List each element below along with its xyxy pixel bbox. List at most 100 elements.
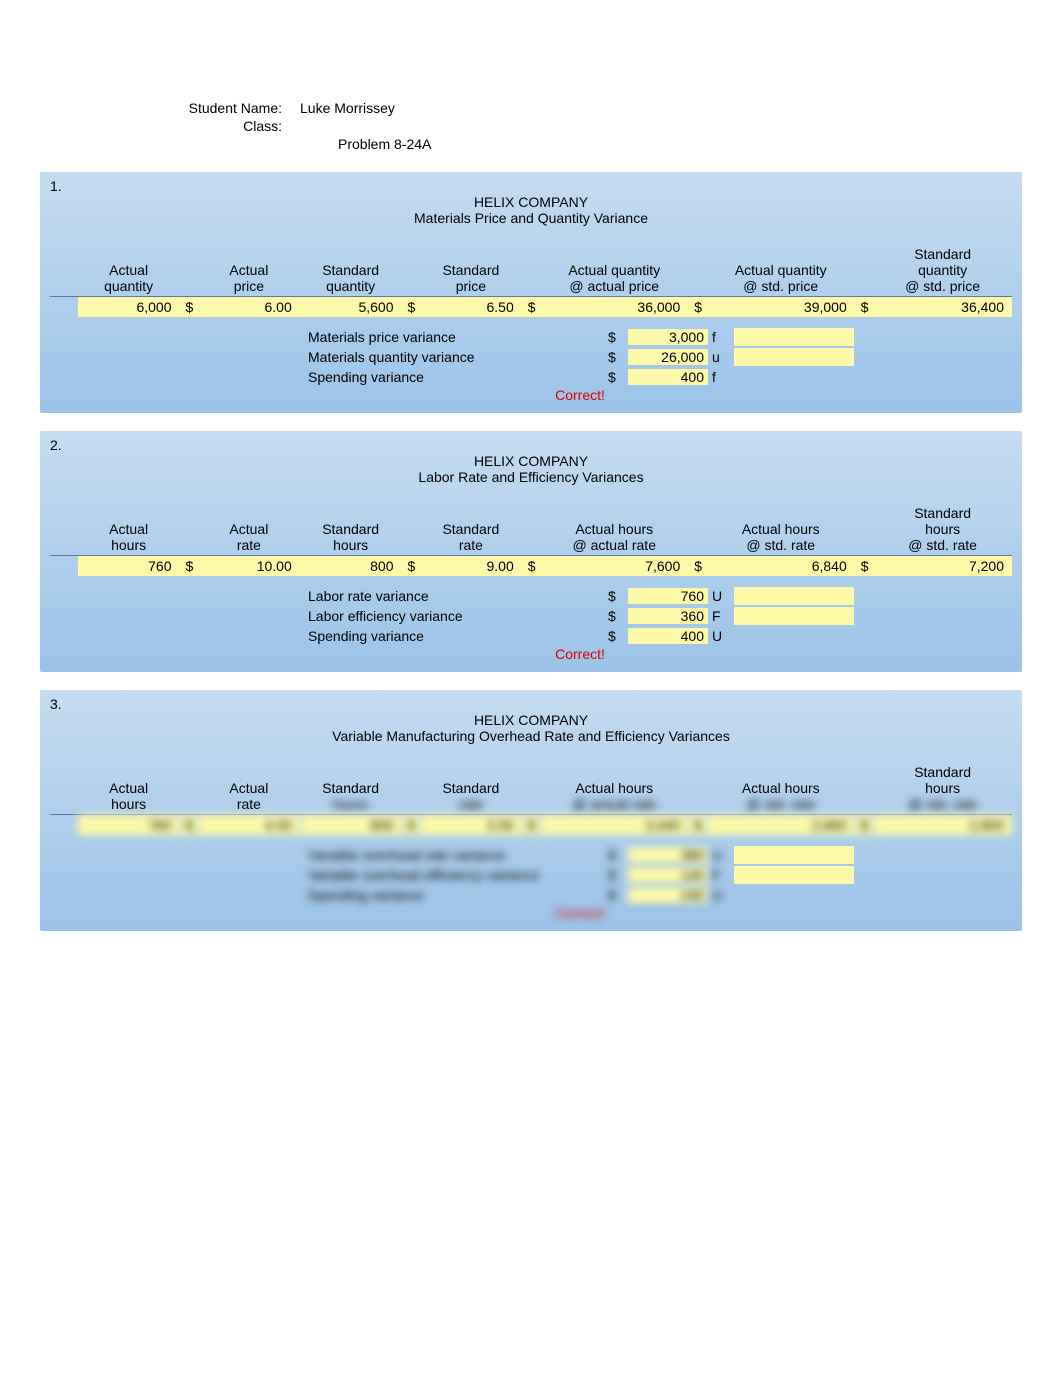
cell: 800 <box>300 815 402 836</box>
col-header: Actual hours <box>540 762 688 796</box>
cell: 3.50 <box>420 815 522 836</box>
cell: $ <box>688 815 707 836</box>
cell: $ <box>180 815 199 836</box>
correct-text: Correct! <box>510 646 650 662</box>
col-header: Standard <box>300 503 402 537</box>
col-header: @ actual rate <box>540 796 688 815</box>
company-title: HELIX COMPANY <box>50 712 1012 728</box>
col-header: Actual <box>198 762 300 796</box>
section-labor: 2. HELIX COMPANY Labor Rate and Efficien… <box>40 431 1022 672</box>
student-name-value: Luke Morrissey <box>300 100 395 116</box>
variance-flag: U <box>708 628 728 644</box>
variance-label: Labor rate variance <box>308 588 608 604</box>
problem-label: Problem 8-24A <box>338 136 1022 152</box>
col-header: Standard <box>420 503 522 537</box>
currency: $ <box>608 329 628 345</box>
col-header: Actual <box>198 244 300 278</box>
variance-flag: F <box>708 867 728 883</box>
cell: $ <box>688 556 707 577</box>
col-header: @ actual price <box>540 278 688 297</box>
currency: $ <box>608 369 628 385</box>
col-header: Actual quantity <box>707 244 855 278</box>
variance-flag: U <box>708 887 728 903</box>
col-header: quantity <box>300 278 402 297</box>
currency: $ <box>608 847 628 863</box>
col-header: quantity <box>78 278 180 297</box>
cell: $ <box>522 556 541 577</box>
col-header: hours <box>78 796 180 815</box>
variance-label: Spending variance <box>308 369 608 385</box>
col-header: @ std. price <box>873 278 1012 297</box>
variance-label: Spending variance <box>308 628 608 644</box>
cell: 2,800 <box>873 815 1012 836</box>
variance-flag: U <box>708 847 728 863</box>
variance-value: 3,000 <box>628 329 708 345</box>
cell: $ <box>402 297 421 318</box>
variance-value: 380 <box>628 847 708 863</box>
highlight-box <box>734 587 854 605</box>
cell: $ <box>402 815 421 836</box>
cell: $ <box>855 297 874 318</box>
col-header: rate <box>198 796 300 815</box>
col-header: hours <box>300 796 402 815</box>
highlight-box <box>734 607 854 625</box>
currency: $ <box>608 887 628 903</box>
col-header: rate <box>198 537 300 556</box>
variance-value: 140 <box>628 867 708 883</box>
cell: 36,000 <box>540 297 688 318</box>
cell: 2,660 <box>707 815 855 836</box>
cell: 7,200 <box>873 556 1012 577</box>
cell: $ <box>855 556 874 577</box>
variance-flag: f <box>708 369 728 385</box>
col-header: rate <box>420 537 522 556</box>
overhead-table: Actual Actual Standard Standard Actual h… <box>50 762 1012 835</box>
section-number: 1. <box>50 178 80 194</box>
col-header: Standardhours <box>873 503 1012 537</box>
col-header: Standardquantity <box>873 244 1012 278</box>
cell: $ <box>180 556 199 577</box>
currency: $ <box>608 608 628 624</box>
col-header: Actual hours <box>707 503 855 537</box>
variance-value: 400 <box>628 628 708 644</box>
cell: 6.00 <box>198 297 300 318</box>
col-header: @ std. rate <box>707 796 855 815</box>
cell: 6,840 <box>707 556 855 577</box>
col-header: price <box>420 278 522 297</box>
student-name-label: Student Name: <box>40 100 300 116</box>
variance-value: 26,000 <box>628 349 708 365</box>
cell: 760 <box>78 815 180 836</box>
currency: $ <box>608 349 628 365</box>
highlight-box <box>734 328 854 346</box>
variance-label: Variable overhead efficiency variance <box>308 867 608 883</box>
col-header: @ std. rate <box>707 537 855 556</box>
cell: 4.00 <box>198 815 300 836</box>
currency: $ <box>608 628 628 644</box>
cell: $ <box>522 297 541 318</box>
variance-value: 360 <box>628 608 708 624</box>
correct-text: Correct! <box>510 905 650 921</box>
currency: $ <box>608 867 628 883</box>
company-title: HELIX COMPANY <box>50 194 1012 210</box>
col-header: price <box>198 278 300 297</box>
col-header: Actual <box>78 503 180 537</box>
cell: $ <box>522 815 541 836</box>
section-materials: 1. HELIX COMPANY Materials Price and Qua… <box>40 172 1022 413</box>
variance-label: Materials price variance <box>308 329 608 345</box>
cell: 5,600 <box>300 297 402 318</box>
class-label: Class: <box>40 118 300 134</box>
section-overhead: 3. HELIX COMPANY Variable Manufacturing … <box>40 690 1022 931</box>
variance-flag: f <box>708 329 728 345</box>
cell: 10.00 <box>198 556 300 577</box>
variance-value: 240 <box>628 887 708 903</box>
materials-table: Actual Actual Standard Standard Actual q… <box>50 244 1012 317</box>
variance-label: Spending variance <box>308 887 608 903</box>
cell: $ <box>180 297 199 318</box>
variance-label: Labor efficiency variance <box>308 608 608 624</box>
col-header: Standard <box>420 244 522 278</box>
section-number: 3. <box>50 696 80 712</box>
col-header: Standard <box>420 762 522 796</box>
labor-table: Actual Actual Standard Standard Actual h… <box>50 503 1012 576</box>
cell: 3,040 <box>540 815 688 836</box>
col-header: Actual <box>198 503 300 537</box>
variance-value: 760 <box>628 588 708 604</box>
